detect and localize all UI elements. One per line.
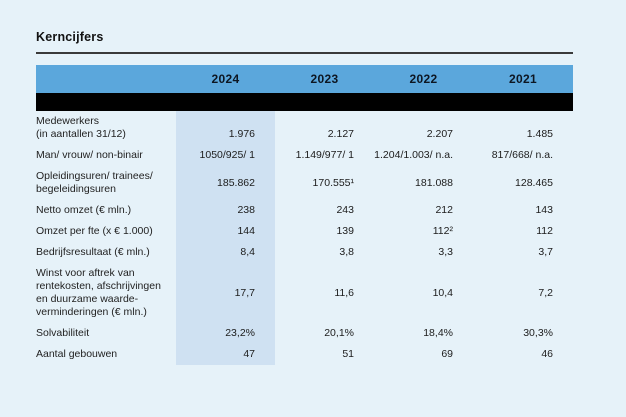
row-label: Medewerkers (in aantallen 31/12) [36, 115, 126, 140]
row-label: Aantal gebouwen [36, 348, 118, 360]
cell-2023: 11,6 [334, 286, 354, 299]
table-row-bedrijfsresultaat: Bedrijfsresultaat (€ mln.) 8,4 3,8 3,3 3… [36, 242, 573, 263]
cell-2023: 243 [336, 204, 354, 216]
cell-2022: 3,3 [438, 246, 453, 258]
cell-2021: 30,3% [523, 327, 553, 339]
cell-2022: 1.204/1.003/ n.a. [374, 149, 453, 161]
table-row-man-vrouw-nonbinair: Man/ vrouw/ non-binair 1050/925/ 1 1.149… [36, 145, 573, 166]
cell-2024: 1050/925/ 1 [176, 145, 275, 166]
header-year-2022: 2022 [409, 72, 438, 86]
table-body: Medewerkers (in aantallen 31/12) 1.976 2… [36, 111, 573, 365]
row-label: Omzet per fte (x € 1.000) [36, 225, 153, 237]
cell-2024: 8,4 [176, 242, 275, 263]
table-row-omzet-per-fte: Omzet per fte (x € 1.000) 144 139 112² 1… [36, 221, 573, 242]
row-label: Solvabiliteit [36, 327, 90, 339]
cell-2022: 18,4% [423, 327, 453, 339]
cell-2021: 7,2 [538, 286, 553, 299]
cell-2021: 1.485 [526, 128, 553, 140]
table-row-medewerkers: Medewerkers (in aantallen 31/12) 1.976 2… [36, 111, 573, 145]
row-label: Opleidingsuren/ trainees/ begeleidingsur… [36, 170, 153, 195]
cell-2023: 139 [336, 225, 354, 237]
cell-2024: 238 [176, 200, 275, 221]
cell-2021: 128.465 [515, 176, 553, 189]
cell-2022: 10,4 [432, 286, 453, 299]
header-year-2021: 2021 [509, 72, 537, 86]
title-rule [36, 52, 573, 54]
header-year-2023: 2023 [310, 72, 339, 86]
cell-2021: 143 [535, 204, 553, 216]
row-label: Netto omzet (€ mln.) [36, 204, 132, 216]
report-page: Kerncijfers 2024 2023 2022 2021 Medewerk… [36, 30, 573, 365]
table-header-row: 2024 2023 2022 2021 [36, 65, 573, 93]
kerncijfers-table: 2024 2023 2022 2021 Medewerkers (in aant… [36, 65, 573, 365]
cell-2022: 112² [432, 225, 453, 237]
cell-2022: 212 [435, 204, 453, 216]
header-divider-bar [36, 93, 573, 111]
cell-2023: 20,1% [324, 327, 354, 339]
cell-2024: 17,7 [176, 263, 275, 323]
table-row-winst-voor-aftrek: Winst voor aftrek van rentekosten, afsch… [36, 263, 573, 323]
cell-2023: 3,8 [339, 246, 354, 258]
table-row-aantal-gebouwen: Aantal gebouwen 47 51 69 46 [36, 344, 573, 365]
cell-2023: 2.127 [327, 128, 354, 140]
row-label: Man/ vrouw/ non-binair [36, 149, 143, 161]
table-row-solvabiliteit: Solvabiliteit 23,2% 20,1% 18,4% 30,3% [36, 323, 573, 344]
cell-2021: 817/668/ n.a. [491, 149, 553, 161]
cell-2022: 69 [441, 348, 453, 360]
page-title: Kerncijfers [36, 30, 104, 44]
row-label: Winst voor aftrek van rentekosten, afsch… [36, 267, 161, 318]
cell-2023: 170.555¹ [312, 176, 354, 189]
cell-2023: 1.149/977/ 1 [295, 149, 354, 161]
cell-2022: 2.207 [426, 128, 453, 140]
cell-2024: 1.976 [176, 111, 275, 145]
cell-2021: 3,7 [538, 246, 553, 258]
cell-2021: 46 [541, 348, 553, 360]
table-row-opleidingsuren: Opleidingsuren/ trainees/ begeleidingsur… [36, 166, 573, 200]
cell-2024: 23,2% [176, 323, 275, 344]
row-label: Bedrijfsresultaat (€ mln.) [36, 246, 150, 258]
cell-2024: 47 [176, 344, 275, 365]
cell-2022: 181.088 [415, 176, 453, 189]
cell-2024: 185.862 [176, 166, 275, 200]
header-year-2024: 2024 [211, 72, 240, 86]
cell-2024: 144 [176, 221, 275, 242]
table-row-netto-omzet: Netto omzet (€ mln.) 238 243 212 143 [36, 200, 573, 221]
cell-2023: 51 [342, 348, 354, 360]
cell-2021: 112 [536, 225, 553, 237]
